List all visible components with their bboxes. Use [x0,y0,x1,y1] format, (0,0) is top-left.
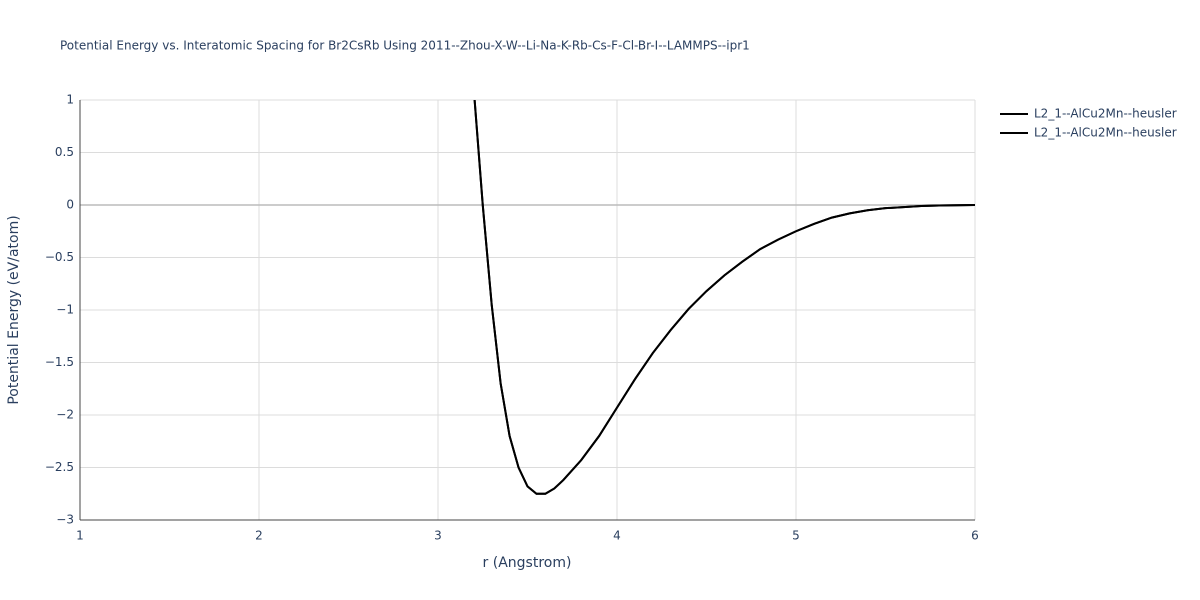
y-tick-label: −2 [56,408,74,422]
x-tick-label: 4 [613,529,621,543]
y-tick-label: −2.5 [45,460,74,474]
data-line [473,100,975,495]
y-tick-label: −3 [56,513,74,527]
x-tick-label: 3 [434,529,442,543]
legend-label: L2_1--AlCu2Mn--heusler [1034,107,1177,121]
legend-label: L2_1--AlCu2Mn--heusler [1034,126,1177,140]
y-tick-label: 0.5 [55,145,74,159]
x-tick-label: 2 [255,529,263,543]
y-tick-label: −0.5 [45,250,74,264]
chart-title: Potential Energy vs. Interatomic Spacing… [60,39,750,53]
y-axis-title: Potential Energy (eV/atom) [6,215,22,404]
y-tick-label: 0 [66,198,74,212]
y-tick-label: 1 [66,93,74,107]
y-tick-label: −1 [56,303,74,317]
data-line [473,100,975,495]
y-tick-label: −1.5 [45,355,74,369]
x-tick-label: 5 [792,529,800,543]
x-axis-title: r (Angstrom) [483,555,572,571]
x-tick-label: 1 [76,529,84,543]
x-tick-label: 6 [971,529,979,543]
plot-area [473,100,975,495]
